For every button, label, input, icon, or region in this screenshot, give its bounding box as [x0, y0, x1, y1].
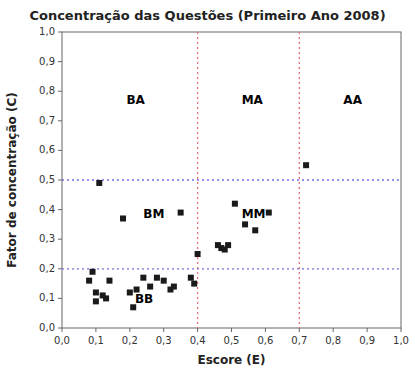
horizontal-reference-line: [62, 179, 401, 180]
chart-svg: Concentração das Questões (Primeiro Ano …: [0, 0, 415, 374]
y-tick: [58, 150, 62, 151]
y-tick-label: 0,7: [39, 115, 55, 126]
quadrant-label: BA: [126, 93, 145, 107]
x-tick-label: 0,8: [325, 335, 341, 346]
plot-area: [62, 32, 401, 328]
data-point: [266, 210, 272, 216]
x-tick: [197, 328, 198, 332]
data-point: [242, 221, 248, 227]
quadrant-label: BM: [143, 207, 164, 221]
data-point: [178, 210, 184, 216]
data-point: [96, 180, 102, 186]
y-tick-label: 1,0: [39, 26, 55, 37]
plot-frame: [62, 32, 401, 328]
quadrant-label: MA: [242, 93, 264, 107]
data-point: [106, 278, 112, 284]
x-tick: [95, 328, 96, 332]
title: Concentração das Questões (Primeiro Ano …: [29, 8, 385, 23]
x-tick-label: 1,0: [393, 335, 409, 346]
y-tick-label: 0,0: [39, 322, 55, 333]
x-tick-label: 0,2: [122, 335, 138, 346]
x-tick: [62, 328, 63, 332]
data-point: [127, 289, 133, 295]
y-tick-label: 0,1: [39, 292, 55, 303]
y-tick-label: 0,3: [39, 233, 55, 244]
y-tick-label: 0,2: [39, 263, 55, 274]
x-tick-label: 0,6: [257, 335, 273, 346]
x-tick-label: 0,9: [359, 335, 375, 346]
data-point: [191, 281, 197, 287]
data-point: [232, 201, 238, 207]
data-point: [103, 295, 109, 301]
y-tick: [58, 268, 62, 269]
data-point: [252, 227, 258, 233]
quadrant-label: BB: [135, 292, 153, 306]
x-axis-label: Escore (E): [197, 353, 265, 367]
quadrant-label: AA: [343, 93, 362, 107]
x-tick: [163, 328, 164, 332]
y-axis-label: Fator de concentração (C): [5, 92, 19, 267]
y-tick: [58, 91, 62, 92]
y-tick-label: 0,6: [39, 144, 55, 155]
y-tick-label: 0,8: [39, 85, 55, 96]
data-point: [93, 298, 99, 304]
x-tick: [265, 328, 266, 332]
data-point: [188, 275, 194, 281]
data-point: [195, 251, 201, 257]
y-tick: [58, 120, 62, 121]
x-tick-label: 0,0: [54, 335, 70, 346]
data-point: [171, 284, 177, 290]
chart-container: Concentração das Questões (Primeiro Ano …: [0, 0, 415, 374]
x-tick-label: 0,1: [88, 335, 104, 346]
data-point: [147, 284, 153, 290]
data-point: [86, 278, 92, 284]
y-tick: [58, 328, 62, 329]
y-tick: [58, 298, 62, 299]
y-tick: [58, 209, 62, 210]
y-tick: [58, 239, 62, 240]
x-tick: [129, 328, 130, 332]
data-point: [161, 278, 167, 284]
x-tick: [401, 328, 402, 332]
data-point: [120, 215, 126, 221]
x-tick-label: 0,7: [291, 335, 307, 346]
x-tick-label: 0,4: [190, 335, 206, 346]
data-point: [93, 289, 99, 295]
x-tick-label: 0,3: [156, 335, 172, 346]
y-tick: [58, 32, 62, 33]
x-tick: [333, 328, 334, 332]
y-tick: [58, 61, 62, 62]
data-point: [140, 275, 146, 281]
x-tick: [367, 328, 368, 332]
y-tick-label: 0,4: [39, 204, 55, 215]
data-point: [303, 162, 309, 168]
x-tick: [299, 328, 300, 332]
y-tick: [58, 180, 62, 181]
quadrant-label: MM: [242, 207, 266, 221]
data-point: [90, 269, 96, 275]
horizontal-reference-line: [62, 268, 401, 269]
y-tick-label: 0,5: [39, 174, 55, 185]
data-point: [225, 242, 231, 248]
x-tick-label: 0,5: [224, 335, 240, 346]
y-tick-label: 0,9: [39, 56, 55, 67]
data-point: [154, 275, 160, 281]
x-tick: [231, 328, 232, 332]
